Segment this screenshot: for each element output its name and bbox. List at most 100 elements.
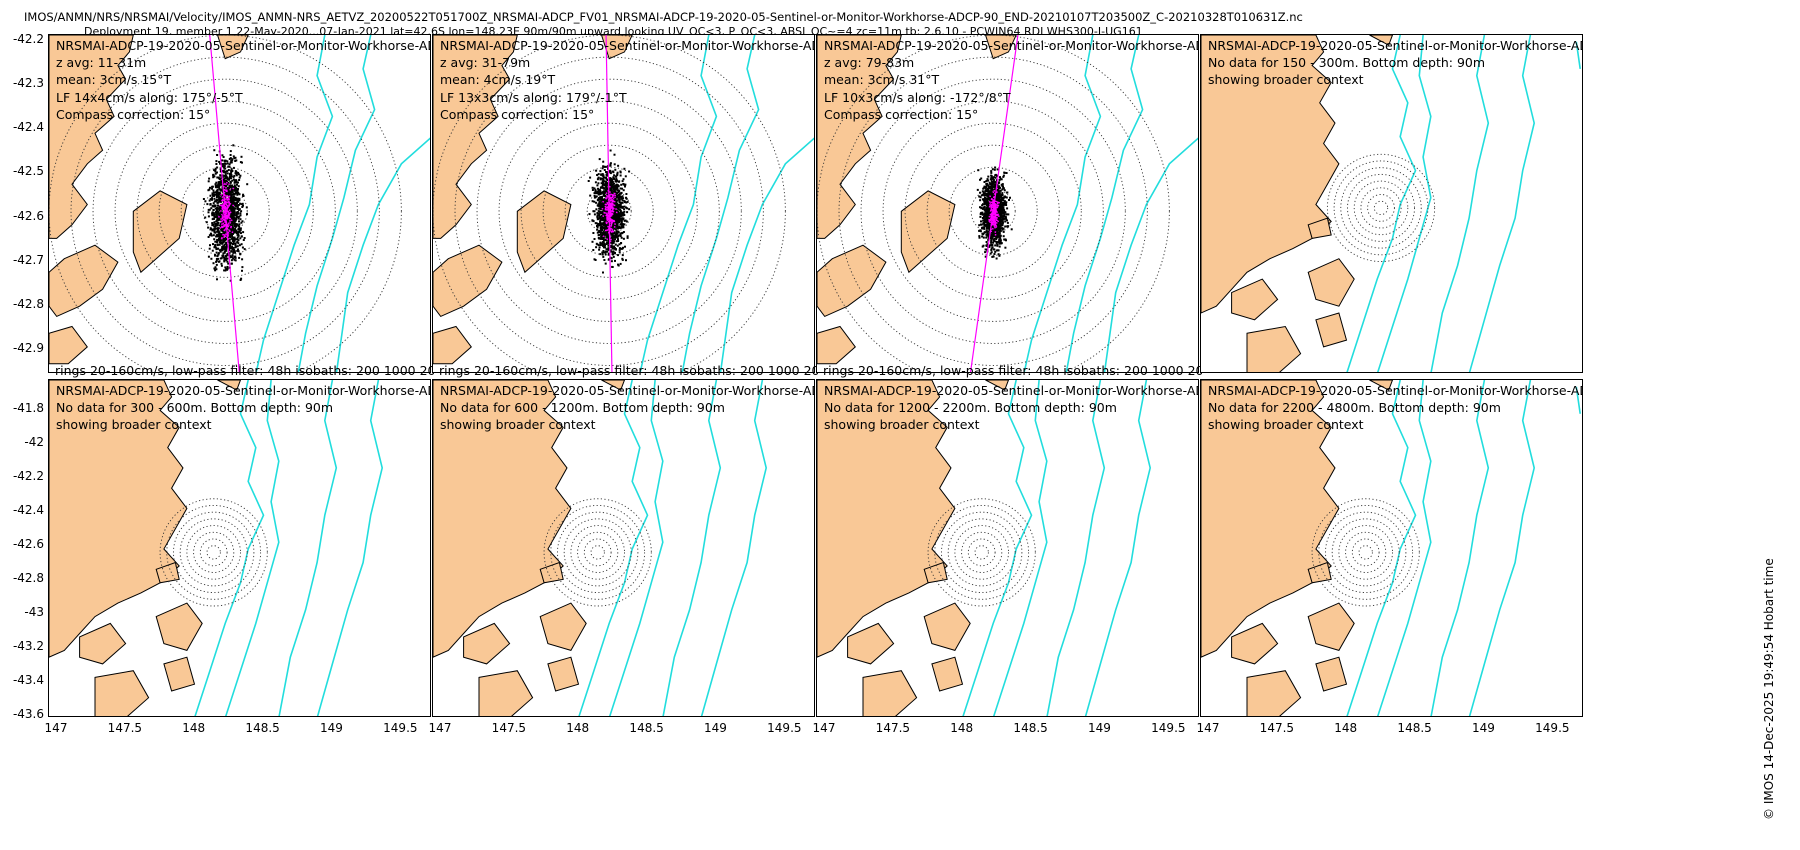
land-shape — [216, 35, 249, 60]
isobath-line — [1023, 35, 1102, 372]
isobath-line — [1575, 41, 1581, 70]
speed-ring — [904, 122, 1082, 300]
speed-ring — [49, 35, 402, 372]
speed-ring — [1347, 173, 1415, 242]
panel-info-line: z avg: 31-79m — [440, 55, 531, 71]
y-tick-label: -42.4 — [12, 120, 44, 135]
y-tick-label: -42.2 — [12, 32, 44, 46]
land-shape — [478, 670, 534, 716]
isobath-line — [1065, 35, 1144, 372]
isobath-line — [1468, 35, 1536, 372]
y-tick-label: -43 — [24, 605, 44, 619]
x-tick-label: 149 — [1088, 721, 1111, 735]
speed-ring — [433, 35, 786, 372]
land-shape — [155, 561, 180, 584]
y-tick-label: -41.8 — [12, 401, 44, 415]
land-shape — [601, 380, 626, 391]
map-plot-1 — [49, 35, 430, 372]
land-shape — [49, 35, 134, 239]
land-shape — [547, 656, 580, 692]
land-shape — [1369, 380, 1394, 391]
speed-ring — [542, 144, 676, 278]
panel-info-line: showing broader context — [440, 417, 596, 433]
speed-ring — [882, 100, 1104, 322]
speed-ring — [557, 511, 639, 594]
land-shape — [984, 35, 1017, 60]
panel-title: NRSMAI-ADCP-19-2020-05-Sentinel-or-Monit… — [56, 383, 430, 398]
isobath-line — [225, 380, 280, 716]
speed-ring — [173, 511, 255, 594]
speed-ring — [1367, 194, 1395, 222]
speed-ring — [563, 518, 632, 587]
speed-ring — [114, 100, 336, 322]
y-tick-label: -42.2 — [12, 469, 44, 483]
speed-ring — [166, 505, 262, 600]
speed-ring — [860, 78, 1126, 344]
x-tick-label: 148.5 — [629, 721, 664, 735]
land-shape — [49, 380, 188, 658]
speed-ring — [550, 505, 646, 600]
land-shape — [433, 380, 572, 658]
isobath-line — [278, 380, 338, 716]
land-shape — [1307, 217, 1332, 239]
panel-title: NRSMAI-ADCP-19-2020-05-Sentinel-or-Monit… — [56, 38, 430, 53]
y-tick-label: -42.6 — [12, 208, 44, 223]
principal-axis-line — [969, 35, 1019, 372]
isobath-line — [719, 137, 814, 372]
panel-info-line: z avg: 79-83m — [824, 55, 915, 71]
isobath-line — [1046, 380, 1106, 716]
land-shape — [923, 602, 971, 651]
panel-annotation: NRSMAI-ADCP-19-2020-05-Sentinel-or-Monit… — [824, 37, 1198, 123]
speed-ring — [970, 188, 1016, 234]
speed-ring — [476, 78, 742, 344]
isobath-line — [662, 380, 722, 716]
panel-info-line: Compass correction: 15° — [56, 106, 211, 122]
isobath-line — [316, 380, 384, 716]
speed-ring — [926, 144, 1060, 278]
speed-ring — [136, 122, 314, 300]
map-panel-3: NRSMAI-ADCP-19-2020-05-Sentinel-or-Monit… — [816, 34, 1199, 373]
speed-ring — [954, 525, 1009, 580]
isobath-line — [1346, 380, 1417, 716]
speed-ring — [1338, 525, 1393, 580]
x-tick-label: 147 — [1196, 721, 1220, 735]
panel-info-line: mean: 3cm/s 15°T — [56, 72, 172, 88]
speed-ring — [1333, 160, 1429, 256]
x-tick-label: 147 — [44, 721, 68, 735]
panel-annotation: NRSMAI-ADCP-19-2020-05-Sentinel-or-Monit… — [1208, 382, 1582, 434]
isobath-line — [1346, 35, 1417, 372]
x-tick-label: 148.5 — [245, 721, 280, 735]
panel-title: NRSMAI-ADCP-19-2020-05-Sentinel-or-Monit… — [824, 38, 1198, 53]
speed-ring — [590, 545, 605, 560]
isobath-line — [1084, 380, 1152, 716]
speed-ring — [1345, 531, 1387, 573]
speed-ring — [179, 518, 248, 587]
speed-ring — [92, 78, 358, 344]
land-shape — [94, 670, 150, 716]
speed-ring — [947, 518, 1016, 587]
x-tick-label: 147 — [812, 721, 836, 735]
land-shape — [516, 190, 572, 274]
x-tick-label: 149.5 — [383, 721, 418, 735]
panel-info-line: No data for 150 - 300m. Bottom depth: 90… — [1208, 55, 1486, 71]
isobath-line — [255, 35, 334, 372]
panel-info-line: No data for 600 - 1200m. Bottom depth: 9… — [440, 400, 725, 416]
panel-annotation: NRSMAI-ADCP-19-2020-05-Sentinel-or-Monit… — [56, 382, 430, 434]
land-shape — [463, 622, 511, 665]
speed-ring — [1360, 187, 1402, 229]
land-shape — [1201, 380, 1340, 658]
x-tick-label: 147.5 — [107, 721, 143, 735]
isobath-line — [1575, 386, 1581, 414]
map-plot-6 — [433, 380, 768, 716]
speed-ring — [1331, 518, 1400, 587]
panel-annotation: NRSMAI-ADCP-19-2020-05-Sentinel-or-Monit… — [824, 382, 1198, 434]
y-tick-label: -43.4 — [12, 673, 44, 687]
panel-info-line: showing broader context — [1208, 72, 1364, 88]
land-shape — [1231, 278, 1279, 321]
map-plot-2 — [433, 35, 814, 372]
map-panel-6: NRSMAI-ADCP-19-2020-05-Sentinel-or-Monit… — [432, 379, 815, 717]
land-shape — [49, 244, 119, 318]
speed-ring — [520, 122, 698, 300]
land-shape — [79, 622, 127, 665]
y-tick-label: -42 — [24, 435, 44, 449]
